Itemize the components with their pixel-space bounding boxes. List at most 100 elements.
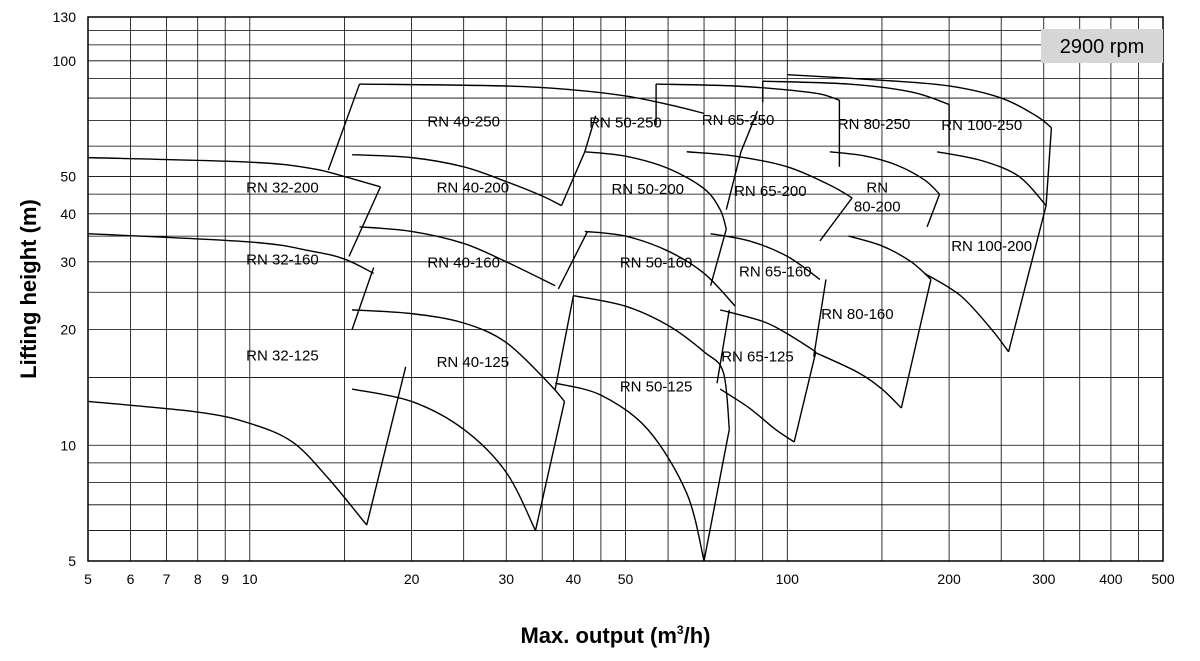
pump-curve: [762, 80, 950, 106]
x-tick-label: 500: [1151, 571, 1175, 587]
x-axis-title: Max. output (m3/h): [520, 623, 710, 648]
x-axis-title-tail: /h): [684, 623, 711, 648]
region-label: RN 40-250: [427, 113, 500, 130]
pump-curves: [87, 74, 1052, 562]
region-label: RN 100-250: [941, 117, 1022, 134]
pump-curve: [829, 151, 941, 195]
y-tick-label: 20: [60, 322, 76, 338]
curve-boundary: [348, 186, 382, 257]
y-axis-title: Lifting height (m): [16, 199, 41, 379]
region-label: RN 50-250: [589, 115, 662, 132]
curve-boundary: [1007, 127, 1053, 353]
pump-curve: [359, 83, 705, 115]
curve-boundary: [813, 279, 827, 357]
region-label: RN: [866, 179, 888, 196]
region-label: RN 65-125: [721, 349, 794, 366]
curve-boundary: [560, 115, 597, 206]
pump-curve: [719, 309, 817, 353]
curve-boundary: [554, 295, 575, 390]
region-label: RN 65-200: [734, 183, 807, 200]
curve-boundaries: [327, 81, 1053, 562]
curve-boundary: [819, 197, 853, 242]
pump-curve: [87, 400, 368, 526]
curve-boundary: [716, 309, 730, 384]
pump-curve: [352, 309, 566, 402]
grid-lines: [87, 16, 1164, 562]
x-tick-label: 5: [84, 571, 92, 587]
plot-frame: [87, 16, 1164, 562]
region-label: RN 50-200: [611, 181, 684, 198]
curve-boundary: [725, 110, 759, 210]
pump-curve: [686, 151, 853, 199]
curve-boundary: [926, 193, 941, 228]
x-tick-label: 10: [242, 571, 258, 587]
region-label: RN 32-200: [246, 179, 319, 196]
x-tick-label: 30: [498, 571, 514, 587]
x-tick-label: 300: [1032, 571, 1056, 587]
region-label: 80-200: [854, 199, 901, 216]
pump-curve: [359, 226, 556, 287]
region-label: RN 80-250: [838, 116, 911, 133]
pump-curve: [87, 233, 374, 274]
curve-boundary: [793, 351, 817, 443]
x-tick-labels: 5 6 7 8 9 10 20 30 40 50 100 200 300 400 500: [84, 571, 1175, 587]
curve-boundary: [534, 401, 566, 531]
curve-boundary: [900, 279, 932, 409]
x-tick-label: 8: [194, 571, 202, 587]
pump-curve: [936, 151, 1047, 207]
x-tick-label: 9: [221, 571, 229, 587]
pump-curve: [813, 351, 902, 409]
y-tick-label: 40: [60, 206, 76, 222]
x-tick-label: 200: [937, 571, 961, 587]
y-tick-label: 5: [68, 553, 76, 569]
region-label: RN 50-125: [620, 378, 693, 395]
region-label: RN 80-160: [821, 306, 894, 323]
pump-curve: [584, 151, 727, 230]
curve-boundary: [709, 228, 727, 286]
pump-curve: [924, 272, 1010, 353]
pump-curve: [87, 156, 381, 188]
x-axis-title-main: Max. output (m: [520, 623, 676, 648]
y-tick-label: 10: [60, 437, 76, 453]
curve-boundary: [327, 83, 361, 171]
region-labels: RN 32-125 RN 32-160 RN 32-200 RN 40-125 RN 4…: [246, 112, 1032, 395]
region-label: RN 50-160: [620, 254, 693, 271]
region-label: RN 40-160: [427, 254, 500, 271]
y-tick-label: 30: [60, 254, 76, 270]
pump-curve: [351, 388, 537, 531]
rpm-badge-box: [1041, 29, 1163, 63]
rpm-badge-text: 2900 rpm: [1060, 36, 1145, 58]
region-label: RN 32-160: [246, 252, 319, 269]
pump-curve: [573, 294, 731, 430]
curve-boundary: [557, 231, 589, 290]
pump-curve: [555, 382, 705, 562]
x-tick-label: 40: [566, 571, 582, 587]
pump-curve: [710, 233, 821, 280]
y-tick-labels: 5 10 20 30 40 50 100 130: [53, 9, 77, 569]
curve-boundary: [703, 429, 730, 562]
x-tick-label: 50: [618, 571, 634, 587]
region-label: RN 40-125: [437, 354, 510, 371]
region-label: RN 65-250: [702, 112, 775, 129]
y-tick-label: 50: [60, 169, 76, 185]
rpm-badge: 2900 rpm: [1041, 29, 1163, 63]
pump-curve: [719, 388, 795, 443]
region-label: RN 32-125: [246, 348, 319, 365]
region-label: RN 100-200: [951, 238, 1032, 255]
pump-curve: [656, 83, 840, 101]
y-tick-label: 100: [53, 53, 77, 69]
pump-curve: [584, 230, 736, 307]
x-axis-title-sup: 3: [677, 623, 684, 637]
x-tick-label: 20: [404, 571, 420, 587]
x-tick-label: 400: [1099, 571, 1123, 587]
x-tick-label: 100: [776, 571, 800, 587]
region-label: RN 65-160: [739, 263, 812, 280]
pump-curve: [848, 235, 932, 280]
x-tick-label: 6: [127, 571, 135, 587]
pump-curve: [787, 74, 1052, 129]
region-label: RN 40-200: [437, 179, 510, 196]
y-tick-label: 130: [53, 9, 77, 25]
curve-boundary: [366, 366, 407, 526]
pump-curve: [352, 153, 562, 207]
